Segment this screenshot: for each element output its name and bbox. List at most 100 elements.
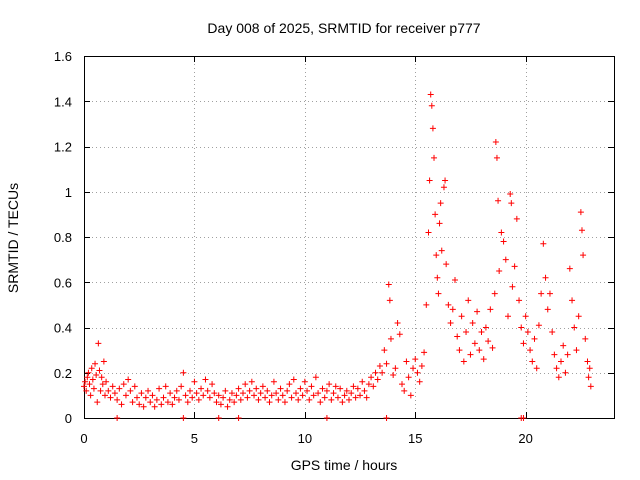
x-tick-label: 0	[80, 431, 87, 446]
data-point	[438, 247, 445, 254]
data-point	[82, 378, 89, 385]
data-point	[524, 329, 531, 336]
data-point	[240, 390, 246, 397]
data-point	[493, 154, 500, 161]
data-point	[487, 306, 494, 313]
data-point	[549, 329, 556, 336]
data-point	[337, 385, 344, 392]
data-point	[376, 362, 383, 369]
data-point	[437, 200, 444, 207]
data-point	[507, 191, 514, 198]
data-point	[116, 385, 123, 392]
data-point	[279, 392, 286, 399]
data-point	[167, 390, 174, 397]
data-point	[295, 396, 302, 403]
data-point	[248, 378, 255, 385]
data-point	[352, 394, 359, 401]
data-point	[93, 372, 100, 379]
data-point	[151, 403, 158, 410]
data-point	[94, 399, 101, 406]
data-point	[558, 358, 564, 365]
data-point	[88, 365, 95, 372]
data-point	[235, 415, 242, 421]
data-point	[277, 385, 284, 392]
data-point	[476, 347, 483, 354]
data-point	[111, 390, 118, 397]
data-point	[502, 256, 509, 263]
data-point	[87, 392, 94, 399]
x-tick-labels: 0 5 10 15 20	[80, 431, 533, 446]
data-point	[562, 369, 569, 376]
data-point	[431, 154, 438, 161]
data-point	[531, 335, 538, 342]
data-point	[109, 383, 116, 390]
data-point	[158, 401, 165, 408]
data-point	[149, 392, 156, 399]
data-point	[99, 381, 106, 388]
data-point	[215, 392, 222, 399]
data-point	[394, 319, 401, 326]
data-point	[495, 197, 502, 204]
data-point	[542, 274, 549, 281]
data-point	[500, 238, 507, 245]
data-point	[433, 252, 440, 259]
data-point	[323, 415, 330, 421]
data-point	[505, 313, 511, 320]
data-point	[131, 383, 138, 390]
data-point	[328, 396, 335, 403]
data-point	[399, 381, 405, 388]
data-point	[268, 392, 275, 399]
data-point	[189, 394, 196, 401]
data-point	[222, 387, 229, 394]
data-point	[385, 281, 392, 288]
data-point	[290, 376, 297, 383]
data-point	[85, 369, 92, 376]
data-point	[516, 297, 523, 304]
data-point	[242, 381, 249, 388]
grid-layer	[84, 56, 614, 418]
data-point	[114, 415, 121, 421]
data-point	[586, 365, 593, 372]
data-point	[410, 365, 417, 372]
data-point	[288, 394, 295, 401]
tick-layer	[84, 56, 614, 419]
x-axis-title: GPS time / hours	[291, 457, 398, 473]
data-point	[573, 347, 580, 354]
data-point	[83, 387, 90, 394]
data-point	[270, 378, 277, 385]
data-point	[485, 338, 492, 345]
data-point	[578, 227, 585, 234]
data-point	[246, 387, 253, 394]
y-tick-label: 0	[65, 411, 72, 426]
data-point	[198, 385, 205, 392]
data-point	[264, 387, 271, 394]
data-point	[275, 396, 282, 403]
data-point	[509, 283, 516, 290]
data-point	[341, 392, 348, 399]
data-point	[553, 365, 560, 372]
data-point	[363, 394, 370, 401]
data-point	[421, 349, 428, 356]
data-point	[101, 392, 108, 399]
data-point	[92, 360, 99, 367]
data-point	[134, 394, 140, 401]
data-point	[153, 396, 160, 403]
data-point	[319, 385, 326, 392]
data-point	[432, 211, 439, 218]
data-point	[527, 347, 534, 354]
data-point	[97, 387, 104, 394]
data-point	[84, 374, 91, 381]
data-point	[98, 374, 105, 381]
data-point	[195, 396, 202, 403]
data-point	[511, 263, 518, 270]
data-point	[533, 365, 540, 372]
data-point	[414, 369, 421, 376]
data-point	[365, 381, 372, 388]
data-point	[138, 390, 145, 397]
data-point	[226, 396, 233, 403]
data-point	[297, 385, 304, 392]
data-point	[90, 385, 97, 392]
data-point	[359, 378, 366, 385]
data-point	[452, 276, 458, 283]
